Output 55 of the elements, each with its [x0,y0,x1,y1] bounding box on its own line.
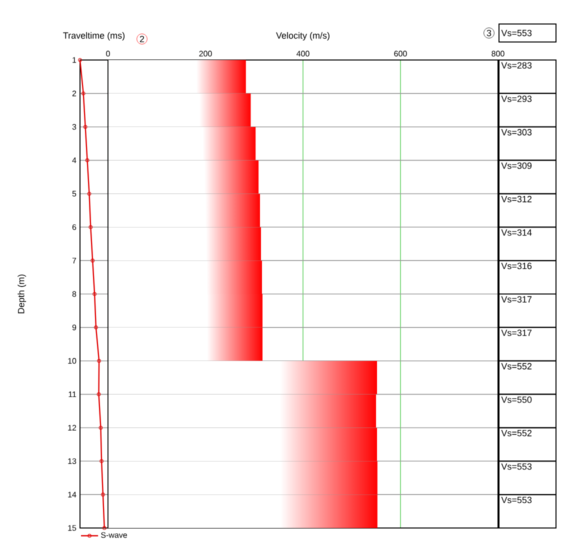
data-label: Vs=293 [501,96,532,102]
text: 2 [140,36,144,42]
data-label: Vs=553 [501,496,532,504]
data-label: Vs=314 [501,229,532,236]
bar [108,394,376,428]
bar [108,494,378,528]
legend-label: S-wave [101,532,127,538]
bar [108,126,256,160]
y-tick-label: 13 [68,458,76,464]
y-tick-label: 8 [72,291,76,297]
y-tick-label: 1 [72,57,76,63]
x-tick-label: 400 [296,50,310,56]
y-tick-label: 14 [68,492,76,498]
bar [108,294,263,328]
data-label: Vs=303 [501,129,532,136]
text: Vs=553 [501,30,532,36]
data-label: Vs=317 [501,296,532,303]
y-tick-label: 9 [72,324,76,330]
data-label: Vs=550 [501,396,532,403]
data-label: Vs=312 [501,196,532,202]
bar [108,327,263,361]
bar [108,160,259,194]
y-tick-label: 4 [72,158,76,164]
y-tick-label: 10 [68,358,76,364]
data-label: Vs=317 [501,330,532,336]
bar [108,60,246,94]
bar [108,93,251,127]
bar [108,360,378,394]
x-tick-label: 200 [199,50,212,56]
data-label: Vs=552 [501,430,532,436]
y-tick-label: 3 [72,124,76,130]
bar [108,194,260,228]
bar [108,428,378,462]
data-label: Vs=309 [501,162,532,169]
x-axis-title: Traveltime (ms) [63,32,125,40]
data-label: Vs=553 [501,463,532,470]
y-tick-label: 2 [72,90,76,96]
y-tick-label: 6 [72,224,76,230]
data-label: Vs=316 [501,262,532,270]
bar [108,461,378,495]
text: 3 [486,30,492,36]
x-axis-title: Velocity (m/s) [276,32,330,40]
x-tick-label: 600 [394,50,407,56]
bar [108,227,261,261]
data-label: Vs=283 [501,62,532,69]
bar [108,260,262,294]
x-tick-label: 0 [106,50,110,56]
y-tick-label: 11 [68,392,76,398]
y-tick-label: 15 [68,525,76,531]
x-tick-label: 800 [492,50,504,56]
data-label: Vs=552 [501,363,532,370]
y-tick-label: 12 [68,424,76,431]
y-tick-label: 5 [72,190,76,197]
y-axis-title: Depth (m) [18,274,26,314]
y-tick-label: 7 [72,258,76,264]
